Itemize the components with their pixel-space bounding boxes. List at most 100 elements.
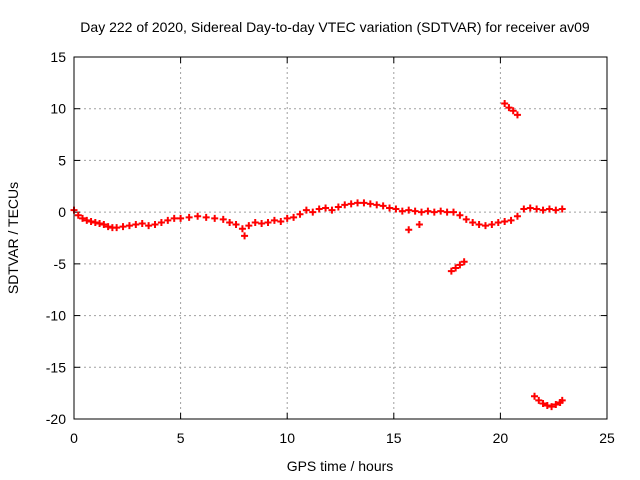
data-point (177, 214, 185, 222)
data-point (270, 216, 278, 224)
data-point (456, 261, 464, 269)
data-point (552, 401, 560, 409)
data-point (545, 205, 553, 213)
x-tick-label: 0 (70, 430, 78, 446)
data-point (513, 212, 521, 220)
data-point (151, 221, 159, 229)
y-tick-label: -5 (54, 256, 67, 272)
x-tick-label: 15 (386, 430, 402, 446)
y-tick-label: -20 (46, 411, 66, 427)
data-point (91, 218, 99, 226)
data-point (507, 216, 515, 224)
data-point (100, 221, 108, 229)
y-tick-label: -10 (46, 308, 66, 324)
data-point (513, 111, 521, 119)
plot-frame (73, 56, 608, 420)
data-point (418, 208, 426, 216)
data-point (132, 221, 140, 229)
data-point (194, 212, 202, 220)
data-point (104, 223, 112, 231)
data-point (79, 214, 87, 222)
data-point (113, 224, 121, 232)
data-point (347, 200, 355, 208)
data-point (290, 213, 298, 221)
data-point (443, 208, 451, 216)
data-point (526, 204, 534, 212)
data-point (125, 222, 133, 230)
data-point (430, 208, 438, 216)
data-point (501, 100, 509, 108)
series-main-band (70, 199, 566, 233)
series-mid-cluster (447, 258, 468, 275)
y-tick-label: 0 (58, 204, 66, 220)
data-point (164, 216, 172, 224)
series-low-cluster (531, 392, 566, 411)
data-point (283, 214, 291, 222)
data-point (334, 203, 342, 211)
data-point (202, 213, 210, 221)
data-point (170, 214, 178, 222)
data-point (379, 202, 387, 210)
x-tick-label: 5 (177, 430, 185, 446)
data-point (226, 218, 234, 226)
data-point (539, 206, 547, 214)
data-point (494, 218, 502, 226)
data-point (505, 104, 513, 112)
x-axis-label: GPS time / hours (287, 458, 394, 474)
data-point (264, 218, 272, 226)
data-point (354, 199, 362, 207)
data-point (386, 204, 394, 212)
series-high-cluster (501, 100, 521, 119)
data-point (415, 221, 423, 229)
data-point (315, 205, 323, 213)
y-tick-label: 10 (50, 101, 66, 117)
data-point (437, 207, 445, 215)
data-point (405, 226, 413, 234)
data-point (96, 220, 104, 228)
data-point (552, 206, 560, 214)
data-point (373, 201, 381, 209)
data-point (238, 225, 246, 233)
data-point (302, 206, 310, 214)
data-point (411, 207, 419, 215)
data-point (119, 223, 127, 231)
data-point (543, 402, 551, 410)
data-point (232, 221, 240, 229)
series-drop-outliers (241, 221, 423, 240)
data-point (449, 208, 457, 216)
data-point (469, 218, 477, 226)
data-point (405, 206, 413, 214)
data-point (251, 218, 259, 226)
data-point (138, 220, 146, 228)
data-point (83, 216, 91, 224)
data-point (360, 199, 368, 207)
data-points (70, 100, 566, 411)
data-point (535, 396, 543, 404)
data-point (74, 211, 82, 219)
data-point (520, 205, 528, 213)
data-point (277, 217, 285, 225)
chart-title: Day 222 of 2020, Sidereal Day-to-day VTE… (80, 19, 590, 35)
data-point (341, 201, 349, 209)
data-point (219, 215, 227, 223)
data-point (548, 403, 556, 411)
data-point (539, 399, 547, 407)
data-point (475, 221, 483, 229)
data-point (509, 107, 517, 115)
data-point (488, 221, 496, 229)
data-point (185, 213, 193, 221)
x-tick-label: 25 (599, 430, 615, 446)
data-point (531, 392, 539, 400)
data-point (157, 218, 165, 226)
data-point (366, 200, 374, 208)
data-point (398, 207, 406, 215)
x-tick-label: 10 (279, 430, 295, 446)
data-point (558, 396, 566, 404)
x-tick-label: 20 (493, 430, 509, 446)
data-point (245, 222, 253, 230)
data-point (460, 258, 468, 266)
data-point (258, 220, 266, 228)
data-point (462, 215, 470, 223)
data-point (501, 217, 509, 225)
